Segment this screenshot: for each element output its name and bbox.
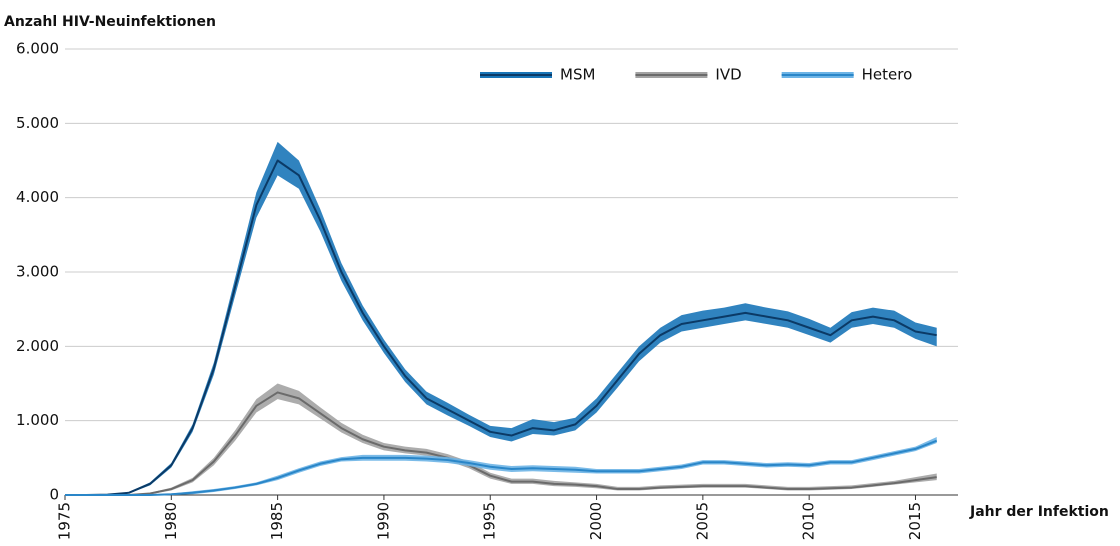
x-tick-label: 2010 [800, 502, 818, 540]
series-line [65, 159, 937, 496]
y-tick-label: 6.000 [16, 40, 59, 58]
series-line [65, 439, 938, 496]
confidence-band [65, 437, 937, 495]
x-axis-label: Jahr der Infektion [969, 504, 1109, 520]
x-tick-label: 2015 [906, 502, 924, 540]
y-tick-label: 4.000 [16, 188, 59, 206]
x-tick-label: 1980 [162, 502, 180, 540]
x-tick-label: 2000 [587, 502, 605, 540]
legend-label: MSM [560, 66, 595, 84]
y-tick-label: 2.000 [16, 337, 59, 355]
series-line [65, 391, 937, 496]
x-tick-label: 2005 [693, 502, 711, 540]
x-tick-label: 1985 [268, 502, 286, 540]
y-tick-label: 5.000 [16, 114, 59, 132]
y-tick-label: 3.000 [16, 263, 59, 281]
x-tick-label: 1990 [374, 502, 392, 540]
x-tick-label: 1975 [56, 502, 74, 540]
y-tick-label: 0 [49, 486, 59, 504]
y-tick-label: 1.000 [16, 411, 59, 429]
confidence-band [65, 141, 937, 495]
x-tick-label: 1995 [481, 502, 499, 540]
legend-label: IVD [715, 66, 741, 84]
legend-label: Hetero [862, 66, 913, 84]
y-axis-label: Anzahl HIV-Neuinfektionen [4, 14, 216, 30]
